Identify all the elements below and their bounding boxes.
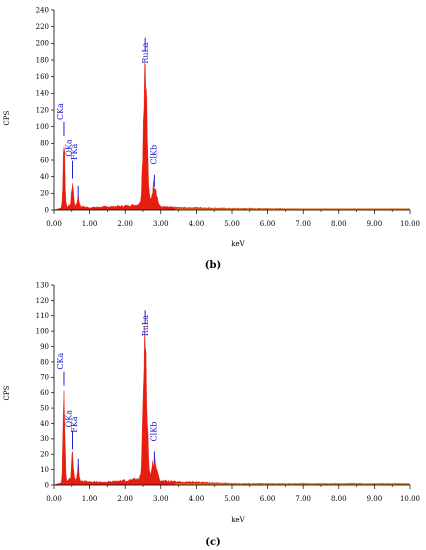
y-tick-label: 20	[40, 190, 49, 198]
y-axis-title: CPS	[3, 110, 11, 125]
x-tick-label: 1.00	[82, 495, 98, 503]
x-tick-label: 0.00	[46, 495, 62, 503]
y-tick-label: 80	[40, 358, 49, 366]
x-tick-label: 5.00	[224, 495, 240, 503]
peak-label-clkb: ClKb	[149, 145, 158, 165]
x-tick-label: 9.00	[367, 495, 383, 503]
eds-spectrum-chart-c: 0 10 20 30 40 50 60 70 80 90 100 110 120 130 0.00 1.00 2…	[3, 281, 420, 524]
y-tick-label: 20	[40, 451, 49, 459]
x-tick-label: 2.00	[117, 220, 133, 228]
y-tick-label: 180	[36, 56, 49, 64]
x-tick-label: 2.00	[117, 495, 133, 503]
x-tick-label: 4.00	[189, 495, 205, 503]
y-tick-label: 240	[36, 6, 49, 14]
x-tick-label: 10.00	[400, 495, 420, 503]
y-tick-label: 40	[40, 420, 49, 428]
x-axis-title: keV	[231, 240, 245, 248]
y-tick-label: 110	[36, 312, 49, 320]
peak-label-cka: CKa	[56, 353, 65, 370]
x-tick-label: 0.00	[46, 220, 62, 228]
y-tick-label: 220	[36, 23, 49, 31]
y-tick-label: 80	[40, 140, 49, 148]
spectrum-fill	[53, 326, 411, 486]
y-tick-label: 60	[40, 389, 49, 397]
y-tick-label: 60	[40, 156, 49, 164]
peak-label-fka: FKa	[70, 143, 79, 160]
panel-label-c: (c)	[205, 537, 221, 548]
y-tick-label: 160	[36, 73, 49, 81]
y-tick-label: 100	[36, 328, 49, 336]
y-tick-label: 140	[36, 90, 49, 98]
y-tick-label: 130	[36, 281, 49, 289]
x-tick-label: 5.00	[224, 220, 240, 228]
x-tick-label: 6.00	[260, 220, 276, 228]
spectrum-area	[53, 62, 411, 211]
chart-panel-c: 0 10 20 30 40 50 60 70 80 90 100 110 120 130 0.00 1.00 2…	[0, 275, 426, 550]
y-tick-label: 120	[36, 106, 49, 114]
y-tick-label: 90	[40, 343, 49, 351]
x-tick-label: 8.00	[331, 495, 347, 503]
x-tick-label: 4.00	[189, 220, 205, 228]
x-tick-label: 10.00	[400, 220, 420, 228]
peak-label-cka: CKa	[56, 103, 65, 120]
x-tick-label: 7.00	[295, 220, 311, 228]
eds-spectrum-chart-b: 0 20 40 60 80 100 120 140 160 180 200 220 240 0.00 1.0…	[3, 6, 420, 248]
y-tick-label: 40	[40, 173, 49, 181]
peak-label-oka: OKa	[65, 139, 74, 157]
spectrum-fill	[53, 62, 411, 211]
panel-label-b: (b)	[204, 260, 222, 271]
x-tick-label: 9.00	[367, 220, 383, 228]
spectrum-area	[53, 326, 411, 486]
y-tick-label: 200	[36, 40, 49, 48]
peak-label-fka: FKa	[70, 416, 79, 433]
y-axis-title: CPS	[3, 385, 11, 400]
y-tick-label: 100	[36, 123, 49, 131]
y-tick-label: 0	[45, 481, 49, 489]
x-tick-label: 1.00	[82, 220, 98, 228]
x-axis-title: keV	[231, 516, 245, 524]
y-tick-label: 120	[36, 297, 49, 305]
peak-label-rula: RuLa	[141, 315, 150, 336]
peak-label-rula: RuLa	[141, 42, 150, 63]
x-tick-label: 7.00	[295, 495, 311, 503]
x-tick-label: 8.00	[331, 220, 347, 228]
peak-label-oka: OKa	[65, 410, 74, 428]
x-tick-label: 3.00	[153, 495, 169, 503]
x-tick-label: 3.00	[153, 220, 169, 228]
y-tick-label: 70	[40, 374, 49, 382]
chart-panel-b: 0 20 40 60 80 100 120 140 160 180 200 220 240 0.00 1.0…	[3, 6, 420, 271]
y-tick-label: 10	[40, 466, 49, 474]
y-tick-label: 50	[40, 404, 49, 412]
peak-label-clkb: ClKb	[149, 422, 158, 442]
y-tick-label: 30	[40, 435, 49, 443]
x-tick-label: 6.00	[260, 495, 276, 503]
y-tick-label: 0	[45, 206, 49, 214]
